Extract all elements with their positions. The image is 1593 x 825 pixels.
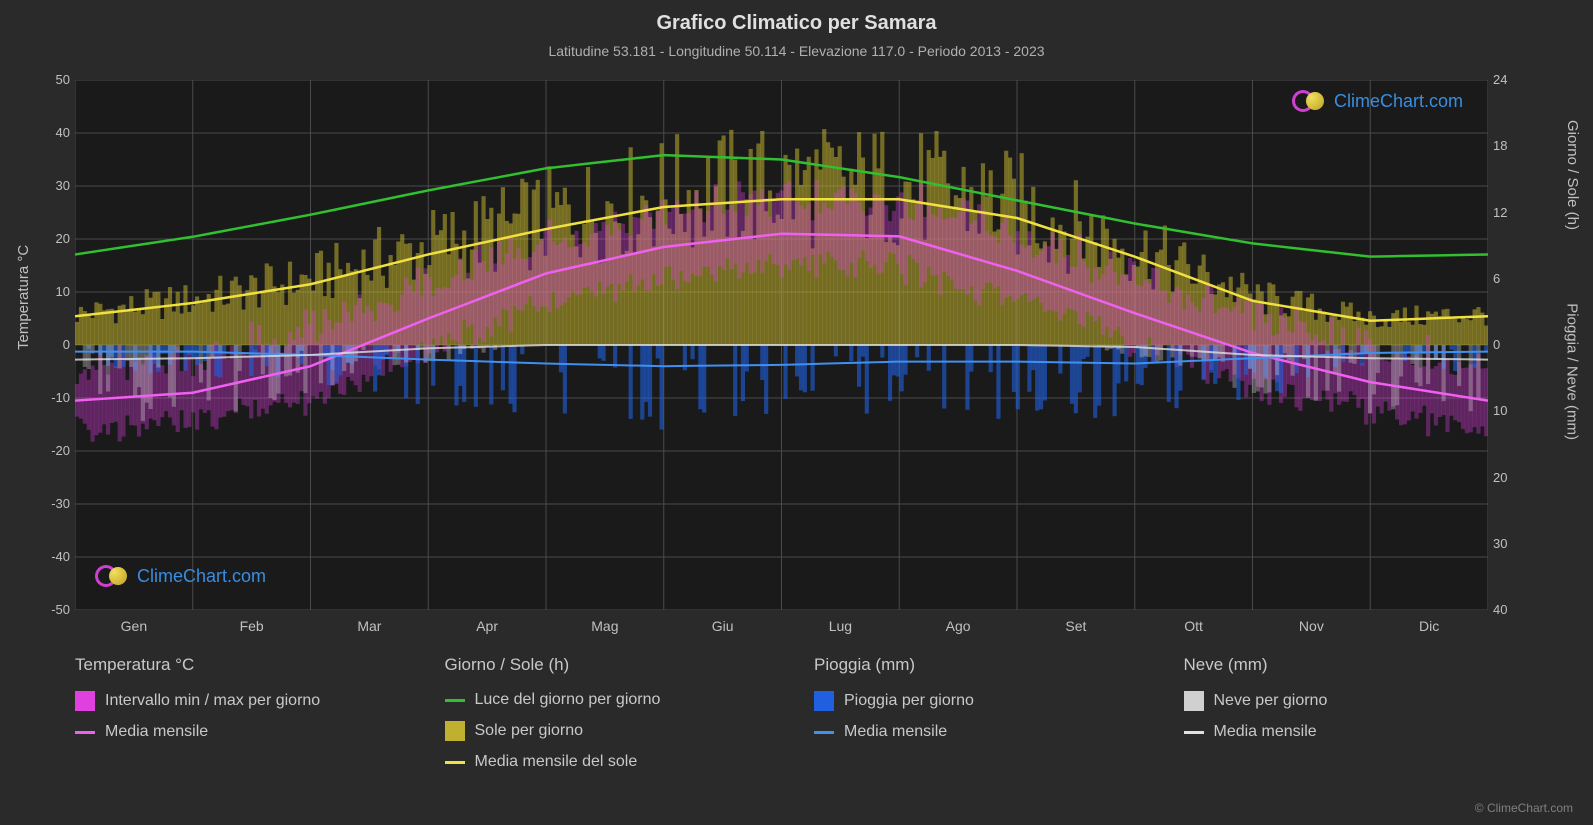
watermark-text: ClimeChart.com <box>137 566 266 587</box>
legend-swatch <box>75 691 95 711</box>
y-tick-left: -30 <box>40 496 70 511</box>
legend-item: Media mensile <box>814 723 1124 741</box>
y-tick-left: 10 <box>40 284 70 299</box>
legend-item: Luce del giorno per giorno <box>445 691 755 709</box>
legend-label: Pioggia per giorno <box>844 692 974 710</box>
watermark-text: ClimeChart.com <box>1334 91 1463 112</box>
x-tick: Set <box>1017 618 1135 634</box>
legend-swatch <box>75 731 95 734</box>
legend-items: Intervallo min / max per giorno Media men… <box>75 691 385 741</box>
legend-header: Neve (mm) <box>1184 655 1494 675</box>
x-tick: Nov <box>1253 618 1371 634</box>
chart-title: Grafico Climatico per Samara <box>0 0 1593 35</box>
legend-label: Media mensile <box>105 723 208 741</box>
legend-item: Media mensile <box>1184 723 1494 741</box>
climechart-logo-icon <box>95 565 131 587</box>
watermark-bottom: ClimeChart.com <box>95 565 266 587</box>
legend-items: Pioggia per giorno Media mensile <box>814 691 1124 741</box>
x-tick: Giu <box>664 618 782 634</box>
copyright: © ClimeChart.com <box>1475 801 1573 815</box>
legend: Temperatura °C Intervallo min / max per … <box>75 655 1493 771</box>
y-tick-right: 24 <box>1493 72 1523 87</box>
y-tick-right: 40 <box>1493 602 1523 617</box>
legend-item: Sole per giorno <box>445 721 755 741</box>
y-tick-left: 30 <box>40 178 70 193</box>
legend-label: Intervallo min / max per giorno <box>105 692 320 710</box>
legend-col-rain: Pioggia (mm) Pioggia per giorno Media men… <box>814 655 1124 771</box>
x-tick: Lug <box>782 618 900 634</box>
x-tick: Mar <box>311 618 429 634</box>
legend-col-snow: Neve (mm) Neve per giorno Media mensile <box>1184 655 1494 771</box>
legend-swatch <box>445 721 465 741</box>
x-tick: Gen <box>75 618 193 634</box>
legend-label: Sole per giorno <box>475 722 584 740</box>
y-tick-left: 50 <box>40 72 70 87</box>
y-tick-right: 0 <box>1493 337 1523 352</box>
y-tick-left: 0 <box>40 337 70 352</box>
legend-swatch <box>445 699 465 702</box>
legend-label: Luce del giorno per giorno <box>475 691 661 709</box>
y-tick-left: -40 <box>40 549 70 564</box>
x-tick: Ott <box>1135 618 1253 634</box>
x-tick: Feb <box>193 618 311 634</box>
legend-label: Neve per giorno <box>1214 692 1328 710</box>
y-tick-right: 6 <box>1493 271 1523 286</box>
y-axis-right-bottom-label: Pioggia / Neve (mm) <box>1564 303 1581 440</box>
y-tick-right: 10 <box>1493 403 1523 418</box>
chart-svg <box>75 80 1488 610</box>
y-axis-left-label: Temperatura °C <box>15 245 32 350</box>
legend-items: Neve per giorno Media mensile <box>1184 691 1494 741</box>
legend-swatch <box>1184 691 1204 711</box>
y-tick-left: -20 <box>40 443 70 458</box>
legend-swatch <box>1184 731 1204 734</box>
legend-header: Temperatura °C <box>75 655 385 675</box>
legend-item: Neve per giorno <box>1184 691 1494 711</box>
x-tick: Mag <box>546 618 664 634</box>
chart-subtitle: Latitudine 53.181 - Longitudine 50.114 -… <box>0 35 1593 59</box>
legend-header: Giorno / Sole (h) <box>445 655 755 675</box>
y-tick-left: -10 <box>40 390 70 405</box>
legend-label: Media mensile <box>844 723 947 741</box>
y-tick-right: 20 <box>1493 470 1523 485</box>
x-tick: Apr <box>428 618 546 634</box>
legend-item: Intervallo min / max per giorno <box>75 691 385 711</box>
x-tick: Ago <box>899 618 1017 634</box>
y-tick-right: 18 <box>1493 138 1523 153</box>
legend-label: Media mensile del sole <box>475 753 638 771</box>
y-tick-left: 40 <box>40 125 70 140</box>
legend-swatch <box>814 731 834 734</box>
legend-swatch <box>445 761 465 764</box>
watermark-top: ClimeChart.com <box>1292 90 1463 112</box>
legend-item: Media mensile <box>75 723 385 741</box>
legend-col-temperature: Temperatura °C Intervallo min / max per … <box>75 655 385 771</box>
legend-item: Media mensile del sole <box>445 753 755 771</box>
x-tick: Dic <box>1370 618 1488 634</box>
y-tick-left: -50 <box>40 602 70 617</box>
legend-header: Pioggia (mm) <box>814 655 1124 675</box>
legend-swatch <box>814 691 834 711</box>
climate-chart: Grafico Climatico per Samara Latitudine … <box>0 0 1593 825</box>
legend-label: Media mensile <box>1214 723 1317 741</box>
plot-area <box>75 80 1488 610</box>
legend-col-daylight: Giorno / Sole (h) Luce del giorno per gi… <box>445 655 755 771</box>
y-tick-right: 30 <box>1493 536 1523 551</box>
y-tick-right: 12 <box>1493 205 1523 220</box>
legend-item: Pioggia per giorno <box>814 691 1124 711</box>
y-tick-left: 20 <box>40 231 70 246</box>
legend-items: Luce del giorno per giorno Sole per giorn… <box>445 691 755 771</box>
climechart-logo-icon <box>1292 90 1328 112</box>
y-axis-right-top-label: Giorno / Sole (h) <box>1564 120 1581 230</box>
